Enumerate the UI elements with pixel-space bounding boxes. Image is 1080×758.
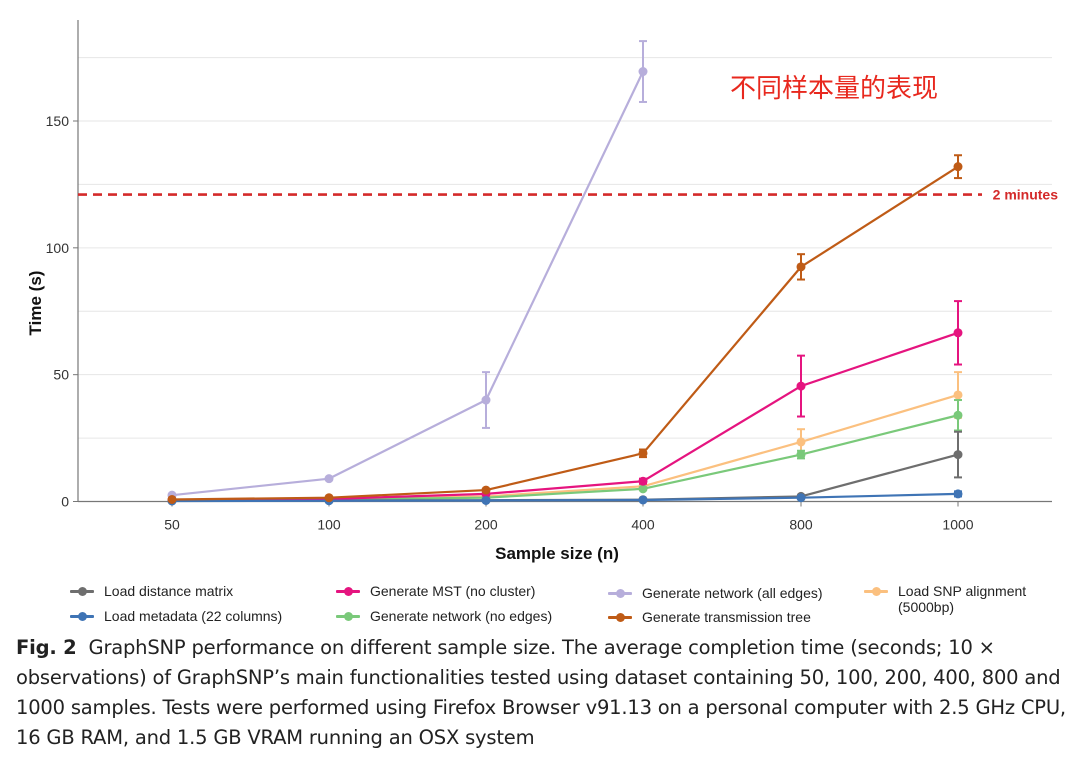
figure-caption: Fig. 2 GraphSNP performance on different…	[16, 633, 1066, 753]
data-point	[953, 162, 963, 172]
x-tick-label: 400	[631, 517, 655, 533]
x-axis-label: Sample size (n)	[495, 544, 619, 563]
data-point	[796, 262, 806, 272]
series-line	[171, 165, 959, 501]
legend-swatch-icon	[608, 585, 632, 601]
data-point	[638, 484, 648, 494]
x-tick-label: 100	[317, 517, 341, 533]
x-tick-label: 50	[164, 517, 180, 533]
legend-label: Generate network (all edges)	[642, 585, 823, 601]
legend-swatch-icon	[336, 583, 360, 599]
data-point	[638, 448, 648, 458]
data-point	[481, 495, 491, 505]
data-point	[324, 493, 334, 503]
data-point	[324, 474, 334, 484]
series-generate-transmission-tree	[167, 154, 963, 504]
figure-label: Fig. 2	[16, 636, 77, 659]
gridlines	[78, 57, 1052, 439]
legend-swatch-icon	[608, 609, 632, 625]
legend-item-load-distance-matrix: Load distance matrix	[70, 583, 233, 599]
legend-swatch-icon	[336, 608, 360, 624]
chart-annotation: 不同样本量的表现	[730, 74, 938, 104]
series-generate-network-all-edges	[167, 40, 648, 500]
y-tick-label: 150	[46, 113, 70, 129]
x-tick-label: 200	[474, 517, 498, 533]
series-line	[171, 331, 959, 502]
legend-item-load-snp-alignment: Load SNP alignment (5000bp)	[864, 583, 1059, 615]
series-generate-network-no-edges	[167, 399, 963, 505]
data-point	[796, 450, 806, 460]
data-point	[481, 395, 491, 405]
chart-legend: Load distance matrix Load metadata (22 c…	[60, 580, 1070, 630]
legend-item-load-metadata: Load metadata (22 columns)	[70, 608, 282, 624]
x-tick-label: 1000	[942, 517, 973, 533]
series-generate-mst-no-cluster	[167, 300, 963, 505]
data-point	[953, 328, 963, 338]
y-axis-label: Time (s)	[26, 271, 45, 336]
legend-label: Generate network (no edges)	[370, 608, 553, 624]
axes: 0 50 100 150 50 100 200 400 800 1000	[46, 20, 1052, 533]
x-tick-label: 800	[789, 517, 813, 533]
data-point	[481, 485, 491, 495]
legend-item-generate-network-no-edges: Generate network (no edges)	[336, 608, 552, 624]
legend-swatch-icon	[70, 608, 94, 624]
series-line	[171, 393, 959, 502]
y-tick-label: 50	[53, 367, 69, 383]
legend-label: Generate transmission tree	[642, 609, 811, 625]
legend-label: Load SNP alignment (5000bp)	[898, 583, 1027, 615]
legend-label: Load distance matrix	[104, 583, 234, 599]
legend-label: Generate MST (no cluster)	[370, 583, 536, 599]
legend-item-generate-network-all-edges: Generate network (all edges)	[608, 585, 823, 601]
series-line	[171, 492, 959, 503]
legend-item-generate-transmission-tree: Generate transmission tree	[608, 609, 811, 625]
data-point	[638, 495, 648, 505]
data-point	[638, 476, 648, 486]
series-group	[167, 40, 963, 506]
caption-text: GraphSNP performance on different sample…	[16, 636, 1066, 749]
data-point	[796, 493, 806, 503]
data-point	[953, 450, 963, 460]
legend-swatch-icon	[70, 583, 94, 599]
data-point	[796, 381, 806, 391]
data-point	[953, 489, 963, 499]
data-point	[953, 390, 963, 400]
series-line	[171, 71, 644, 497]
legend-item-generate-mst: Generate MST (no cluster)	[336, 583, 535, 599]
reference-line-label: 2 minutes	[993, 187, 1059, 203]
legend-swatch-icon	[864, 583, 888, 599]
data-point	[167, 494, 177, 504]
y-tick-label: 0	[61, 494, 69, 510]
legend-label: Load metadata (22 columns)	[104, 608, 283, 624]
performance-line-chart: 0 50 100 150 50 100 200 400 800 1000 2 minutes 不同…	[26, 20, 1058, 563]
y-tick-label: 100	[46, 240, 70, 256]
data-point	[638, 67, 648, 77]
data-point	[796, 437, 806, 447]
data-point	[953, 410, 963, 420]
reference-line-group: 2 minutes	[78, 187, 1058, 203]
